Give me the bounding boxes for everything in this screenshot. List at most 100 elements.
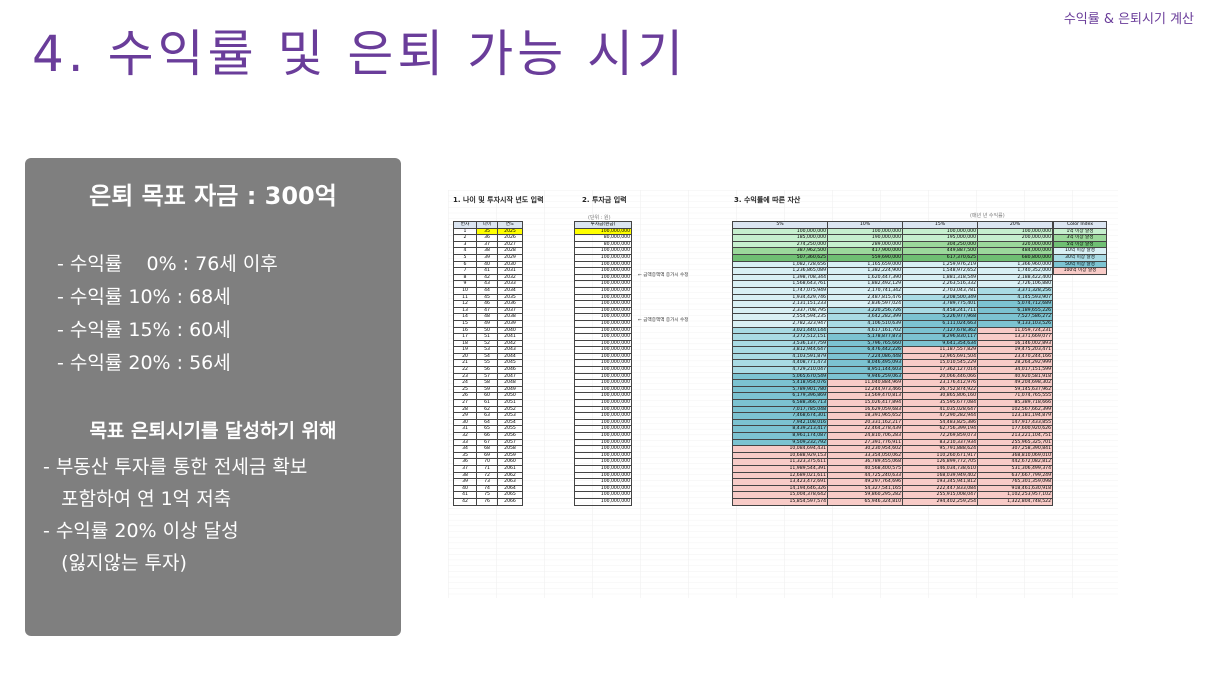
cell-asset: 4,145,593,907: [977, 293, 1053, 302]
cell-investment: 100,000,000: [574, 425, 632, 433]
cell-asset: 368,810,069,010: [977, 451, 1053, 460]
cell-age: 76: [476, 497, 498, 506]
cell-investment: 80,000,000: [574, 234, 632, 242]
table-row: 100,000,000: [574, 267, 632, 275]
cell-asset: 36,789,455,068: [827, 458, 903, 466]
table-row: 15 49 2039: [453, 319, 523, 328]
cell-investment: 100,000,000: [574, 412, 632, 420]
table-row: 100,000,000: [574, 260, 632, 269]
cell-asset: 8,951,144,603: [827, 366, 903, 374]
cell-asset: 274,250,000: [732, 240, 828, 249]
cell-investment: 100,000,000: [574, 326, 632, 335]
cell-investment: 100,000,000: [574, 392, 632, 401]
cell-asset: 1,259,976,219: [902, 260, 978, 269]
table-row: 42 76 2066: [453, 497, 523, 506]
table-row: 100,000,000: [574, 293, 632, 302]
cell-asset: 531,306,499,374: [977, 464, 1053, 473]
cell-asset: 34,017,151,599: [977, 366, 1053, 374]
cell-asset: 7,942,108,016: [732, 418, 828, 427]
cell-year: 2056: [497, 432, 523, 440]
sheet-note: ← 금액증액액 증가시 수정: [638, 273, 689, 278]
table-row: 3 37 2027: [453, 240, 523, 249]
cell-asset: 126,899,772,705: [902, 458, 978, 466]
cell-asset: 2,263,516,332: [902, 280, 978, 288]
cell-asset: 193,345,941,812: [902, 478, 978, 486]
table-row: 9,509,232,792 27,391,776,911 83,210,337,93…: [732, 438, 1053, 447]
table-row: 1,934,429,746 2,487,815,476 3,208,500,349 4…: [732, 293, 1053, 302]
table-row: 100,000,000: [574, 280, 632, 288]
table-row: 1억 이상 달성: [1053, 227, 1107, 236]
cell-investment: 100,000,000: [574, 491, 632, 499]
cell-asset: 11,040,884,969: [827, 379, 903, 387]
cell-age: 37: [476, 240, 498, 249]
table-row: 100,000,000: [574, 372, 632, 381]
cell-age: 47: [476, 306, 498, 315]
table-row: 1,568,643,761 1,882,492,129 2,263,516,332 2…: [732, 280, 1053, 288]
cell-age: 73: [476, 478, 498, 486]
cell-asset: 41,035,028,647: [902, 405, 978, 414]
cell-year: 2043: [497, 346, 523, 354]
cell-index: 28: [453, 405, 477, 414]
unit-rate: (매년 년 수익률): [970, 213, 1005, 219]
cell-asset: 110,260,671,917: [902, 451, 978, 460]
cell-asset: 2,487,815,476: [827, 293, 903, 302]
cell-asset: 387,962,500: [732, 247, 828, 255]
cell-index: 29: [453, 412, 477, 420]
cell-asset: 5,789,901,780: [732, 385, 828, 394]
cell-asset: 47,290,282,944: [902, 412, 978, 420]
table-row: 14 48 2038: [453, 313, 523, 321]
table-row: 4,103,591,879 7,224,086,448 12,965,691,504…: [732, 352, 1053, 361]
table-row: 36 70 2060: [453, 458, 523, 466]
cell-asset: 33,354,050,062: [827, 451, 903, 460]
cell-investment: 100,000,000: [574, 471, 632, 480]
table-row: 6 40 2030: [453, 260, 523, 269]
cell-investment: 100,000,000: [574, 319, 632, 328]
cell-asset: 26,752,874,922: [902, 385, 978, 394]
cell-asset: 59,145,637,962: [977, 385, 1053, 394]
cell-asset: 7,224,086,448: [827, 352, 903, 361]
returns-table: 5% 10% 15% 20% 100,000,000 100,000,000 100…: [732, 221, 1053, 506]
table-row: 100,000,000: [574, 306, 632, 315]
cell-investment: 100,000,000: [574, 359, 632, 368]
cell-asset: 1,882,492,129: [827, 280, 903, 288]
cell-asset: 12,965,691,504: [902, 352, 978, 361]
table-row: 12,689,021,611 44,725,240,633 168,039,949,…: [732, 471, 1053, 480]
cell-investment: 100,000,000: [574, 280, 632, 288]
cell-asset: 255,965,325,701: [977, 438, 1053, 447]
cell-age: 52: [476, 339, 498, 348]
cell-asset: 442,672,082,812: [977, 458, 1053, 466]
table-row: 18 52 2042: [453, 339, 523, 348]
cell-index: 1: [453, 227, 477, 236]
cell-year: 2045: [497, 359, 523, 368]
cell-year: 2027: [497, 240, 523, 249]
cell-asset: 5,796,765,660: [827, 339, 903, 348]
cell-age: 61: [476, 399, 498, 407]
spreadsheet-image: 1. 나이 및 투자시작 년도 입력 2. 투자금 입력 3. 수익률에 따른 …: [448, 190, 1118, 598]
cell-index: 23: [453, 372, 477, 381]
table-row: 1,747,075,949 2,170,741,342 2,703,043,781 3…: [732, 286, 1053, 295]
cell-asset: 3,220,256,726: [827, 306, 903, 315]
cell-asset: 2,726,106,880: [977, 280, 1053, 288]
table-row: 7,017,785,048 16,629,059,683 41,035,028,64…: [732, 405, 1053, 414]
rate-list: - 수익률 0% : 76세 이후 - 수익률 10% : 68세 - 수익률 …: [57, 248, 278, 380]
cell-index: 25: [453, 385, 477, 394]
cell-asset: 13,423,472,691: [732, 478, 828, 486]
cell-year: 2060: [497, 458, 523, 466]
table-row: 19 53 2043: [453, 346, 523, 354]
cell-investment: 100,000,000: [574, 372, 632, 381]
cell-index: 36: [453, 458, 477, 466]
cell-age: 59: [476, 385, 498, 394]
cell-asset: 83,210,337,934: [902, 438, 978, 447]
cell-age: 72: [476, 471, 498, 480]
table-row: 8,439,213,417 22,464,278,439 62,756,399,19…: [732, 425, 1053, 433]
cell-asset: 1,236,865,089: [732, 267, 828, 275]
cell-asset: 123,181,194,879: [977, 412, 1053, 420]
cell-asset: 185,000,000: [732, 234, 828, 242]
cell-index: 22: [453, 366, 477, 374]
cell-asset: 11,989,544,391: [732, 464, 828, 473]
cell-asset: 4,729,210,047: [732, 366, 828, 374]
table-row: 100,000,000: [574, 333, 632, 341]
cell-investment: 100,000,000: [574, 497, 632, 506]
table-row: 10,084,694,431 30,230,954,602 95,791,888,6…: [732, 445, 1053, 453]
cell-index: 38: [453, 471, 477, 480]
